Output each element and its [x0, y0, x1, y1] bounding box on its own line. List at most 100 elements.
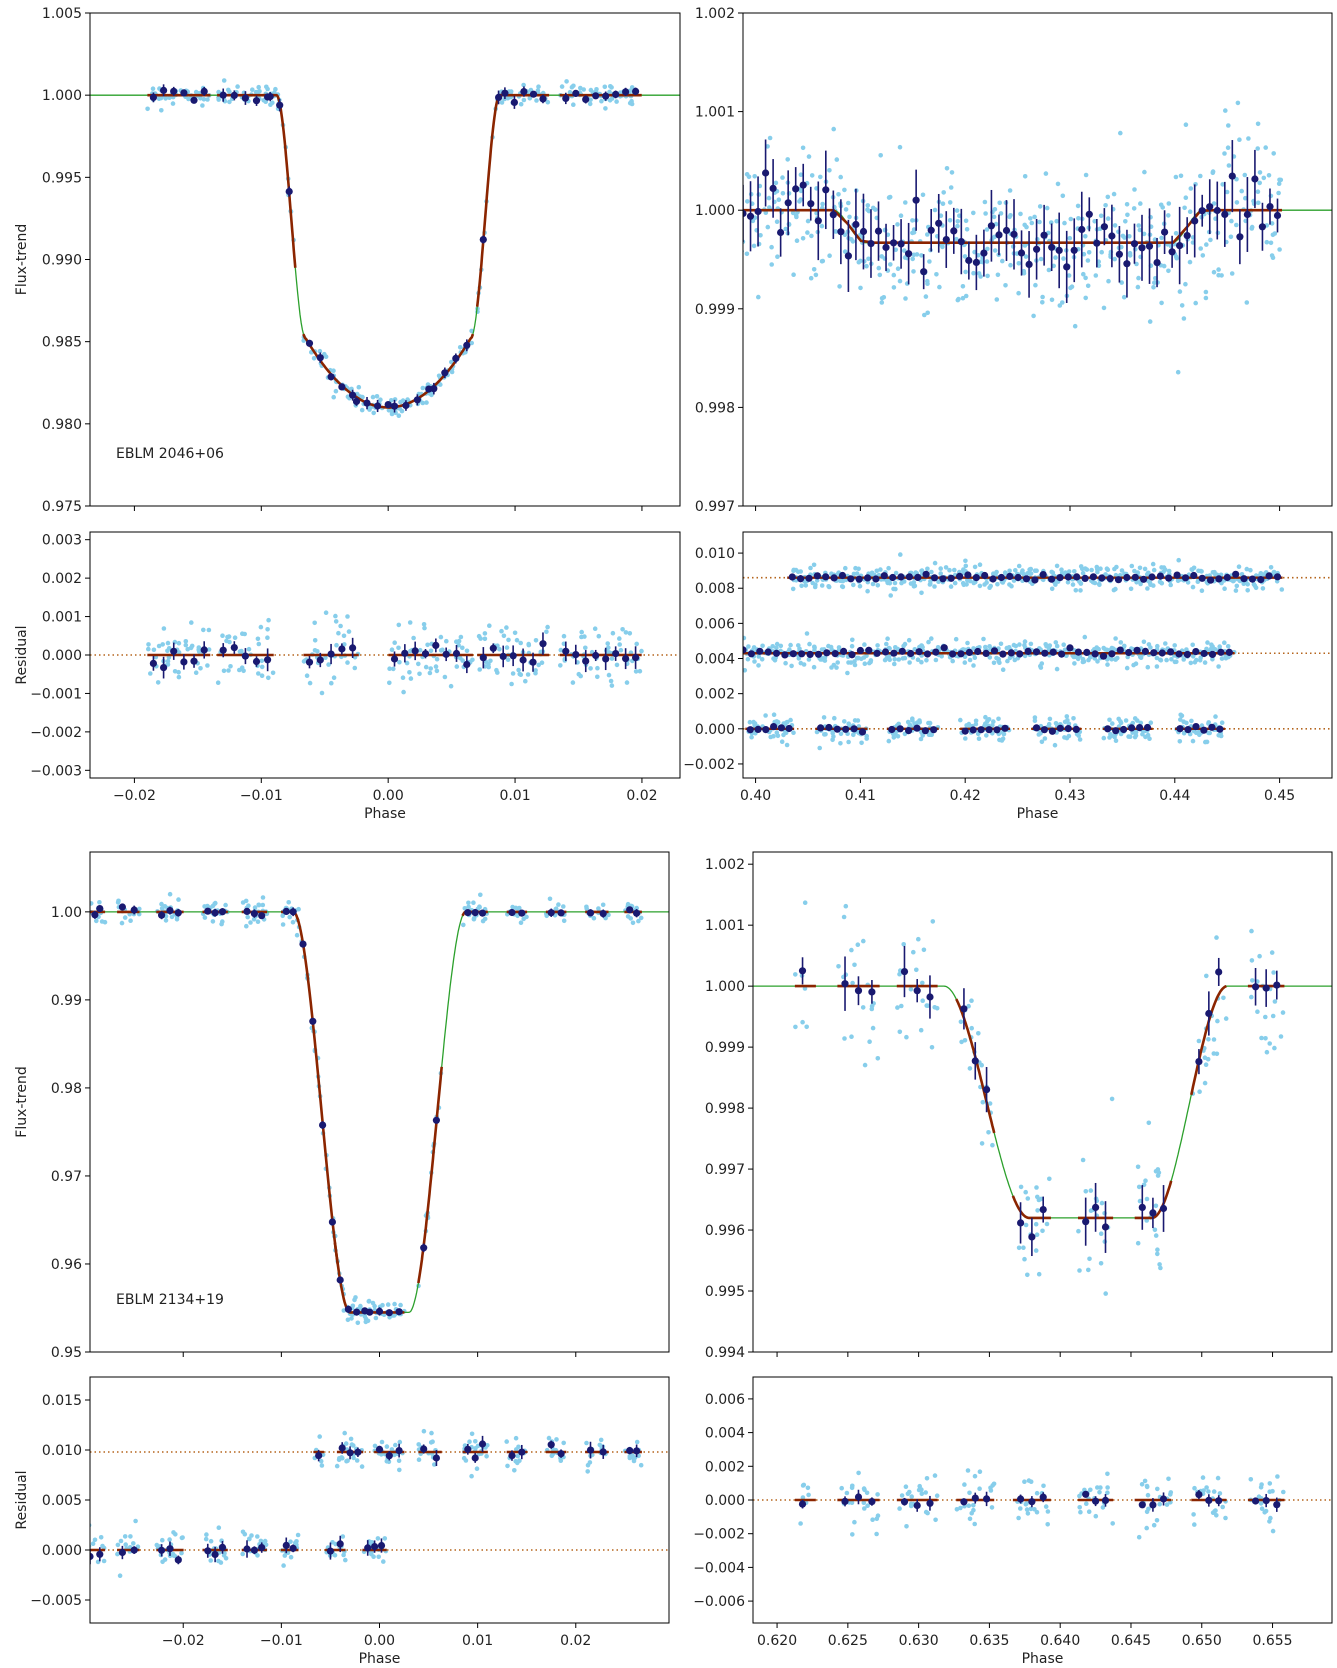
- raw-point: [870, 581, 876, 587]
- raw-point: [1064, 653, 1069, 658]
- binned-point: [91, 911, 99, 919]
- binned-point: [354, 1448, 362, 1456]
- binned-point: [814, 217, 822, 225]
- binned-point: [200, 87, 208, 95]
- raw-point: [1216, 733, 1221, 738]
- raw-point: [1041, 1483, 1046, 1489]
- binned-point: [856, 646, 865, 655]
- raw-point: [609, 85, 614, 90]
- raw-point: [265, 627, 270, 632]
- binned-point: [926, 993, 934, 1001]
- raw-point: [873, 207, 878, 212]
- raw-point: [987, 1101, 993, 1106]
- raw-point: [1114, 564, 1119, 570]
- raw-point: [1271, 151, 1276, 156]
- y-tick-label: 0.000: [42, 648, 82, 664]
- raw-point: [1155, 643, 1160, 649]
- raw-point: [183, 642, 189, 648]
- raw-point: [1052, 742, 1058, 748]
- raw-point: [101, 1558, 107, 1564]
- raw-point: [1151, 1522, 1157, 1528]
- raw-point: [428, 648, 434, 654]
- raw-point: [1150, 561, 1156, 567]
- binned-point: [1173, 571, 1181, 579]
- raw-point: [913, 570, 918, 575]
- raw-point: [396, 645, 401, 651]
- binned-point: [149, 659, 157, 668]
- raw-point: [985, 718, 990, 724]
- raw-point: [614, 99, 619, 104]
- raw-point: [587, 1460, 593, 1465]
- raw-point: [1242, 172, 1248, 178]
- raw-point: [1248, 567, 1253, 573]
- raw-point: [899, 1003, 904, 1009]
- raw-point: [1193, 300, 1198, 306]
- y-tick-label: 0.996: [705, 1223, 745, 1239]
- raw-point: [918, 736, 924, 742]
- raw-point: [1244, 566, 1250, 572]
- raw-point: [925, 566, 930, 572]
- raw-point: [518, 640, 523, 646]
- raw-point: [495, 670, 500, 675]
- binned-point: [519, 656, 527, 664]
- raw-point: [860, 1005, 866, 1010]
- raw-point: [592, 626, 598, 631]
- raw-point: [891, 272, 897, 278]
- raw-point: [1157, 1262, 1162, 1267]
- raw-point: [1200, 253, 1206, 258]
- raw-point: [1155, 1486, 1160, 1492]
- raw-point: [919, 568, 925, 573]
- raw-point: [918, 1027, 924, 1033]
- binned-point: [547, 1441, 555, 1449]
- target-annotation: EBLM 2046+06: [116, 446, 224, 462]
- raw-point: [1034, 1490, 1040, 1496]
- raw-point: [581, 87, 586, 92]
- binned-point: [432, 1454, 440, 1462]
- raw-point: [304, 673, 310, 678]
- binned-point: [326, 1547, 334, 1555]
- raw-point: [1177, 289, 1183, 294]
- raw-point: [886, 645, 892, 651]
- raw-point: [294, 1539, 299, 1544]
- raw-point: [1066, 569, 1072, 574]
- binned-point: [855, 575, 863, 583]
- raw-point: [1187, 209, 1193, 214]
- raw-point: [962, 1482, 967, 1487]
- raw-point: [559, 84, 565, 89]
- raw-point: [216, 97, 221, 102]
- binned-point: [371, 1543, 379, 1551]
- x-tick-label: 0.41: [845, 788, 876, 804]
- raw-point: [1276, 181, 1282, 186]
- raw-point: [908, 986, 914, 992]
- raw-point: [1188, 186, 1194, 191]
- raw-point: [379, 1439, 385, 1445]
- raw-point: [947, 200, 953, 205]
- binned-point: [442, 650, 450, 658]
- raw-point: [950, 658, 955, 664]
- raw-point: [1245, 588, 1250, 593]
- raw-point: [835, 660, 840, 665]
- raw-point: [1040, 294, 1045, 300]
- raw-point: [964, 227, 970, 232]
- binned-point: [921, 727, 930, 735]
- binned-point: [930, 574, 939, 582]
- raw-point: [1164, 657, 1169, 663]
- raw-point: [1142, 1478, 1148, 1484]
- raw-point: [955, 219, 961, 224]
- binned-point: [170, 87, 178, 95]
- raw-point: [875, 1056, 881, 1061]
- raw-point: [1262, 1510, 1267, 1515]
- raw-point: [366, 1298, 372, 1304]
- raw-point: [1225, 145, 1231, 150]
- binned-point: [913, 1501, 921, 1510]
- raw-point: [444, 638, 449, 644]
- raw-point: [912, 721, 917, 726]
- raw-point: [1087, 1256, 1092, 1262]
- raw-point: [1166, 201, 1172, 206]
- raw-point: [371, 410, 377, 416]
- y-tick-label: −0.006: [693, 1594, 745, 1610]
- raw-point: [258, 624, 264, 630]
- raw-point: [1278, 1034, 1284, 1039]
- binned-point: [1200, 726, 1208, 734]
- raw-point: [919, 253, 924, 258]
